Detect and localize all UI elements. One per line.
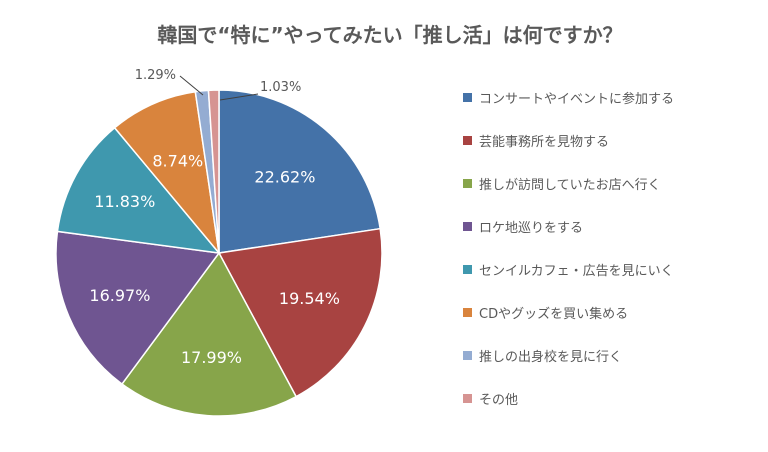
legend-entry: 推しが訪問していたお店へ行く bbox=[479, 177, 661, 193]
leader-line bbox=[179, 75, 204, 96]
data-label: 22.62% bbox=[254, 167, 315, 186]
legend-swatch bbox=[463, 179, 472, 188]
legend-swatch bbox=[463, 222, 472, 231]
data-label: 1.29% bbox=[135, 68, 176, 83]
pie-slices bbox=[55, 89, 383, 417]
data-label: 16.97% bbox=[89, 286, 150, 305]
legend-swatch bbox=[463, 136, 472, 145]
legend: コンサートやイベントに参加する芸能事務所を見物する推しが訪問していたお店へ行くロ… bbox=[463, 91, 674, 408]
legend-swatch bbox=[463, 308, 472, 317]
legend-entry: CDやグッズを買い集める bbox=[479, 306, 628, 322]
legend-swatch bbox=[463, 394, 472, 403]
legend-entry: その他 bbox=[479, 393, 518, 408]
legend-entry: 推しの出身校を見に行く bbox=[479, 349, 622, 365]
pie-slice bbox=[217, 227, 383, 398]
chart-title: 韓国で“特に”やってみたい「推し活」は何ですか？ bbox=[157, 23, 622, 47]
leader-line bbox=[219, 93, 259, 101]
pie-slice bbox=[120, 251, 298, 417]
legend-entry: センイルカフェ・広告を見にいく bbox=[479, 264, 674, 279]
data-label: 8.74% bbox=[152, 152, 203, 171]
slice-labels: 22.62% 19.54% 17.99% 16.97% 11.83% 8.74% 1.29%… bbox=[89, 68, 340, 367]
pie-slice bbox=[56, 126, 221, 254]
pie-slice bbox=[113, 90, 221, 256]
pie-slice bbox=[55, 230, 221, 386]
legend-swatch bbox=[463, 351, 472, 360]
legend-swatch bbox=[463, 93, 472, 102]
pie-slice bbox=[218, 89, 382, 254]
legend-entry: ロケ地巡りをする bbox=[479, 221, 583, 236]
legend-entry: 芸能事務所を見物する bbox=[479, 134, 609, 150]
data-label: 11.83% bbox=[94, 192, 155, 211]
legend-swatch bbox=[463, 265, 472, 274]
pie-slice bbox=[207, 89, 220, 254]
data-label: 19.54% bbox=[279, 289, 340, 308]
data-label: 17.99% bbox=[181, 348, 242, 367]
legend-entry: コンサートやイベントに参加する bbox=[479, 91, 674, 107]
data-label: 1.03% bbox=[260, 80, 301, 95]
